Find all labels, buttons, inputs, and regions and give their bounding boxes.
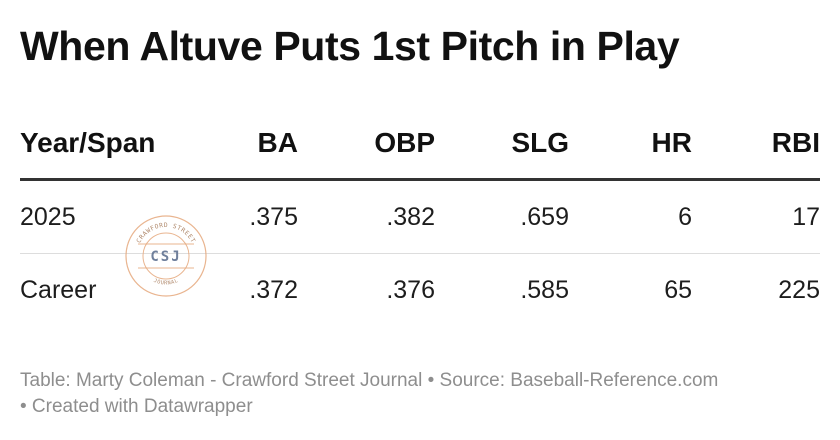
cell-hr: 65 xyxy=(664,275,692,304)
stats-table: Year/Span BA OBP SLG HR RBI 2025 .375 .3… xyxy=(20,108,820,326)
cell-year-span: 2025 xyxy=(20,179,192,254)
table-row: 2025 .375 .382 .659 6 17 xyxy=(20,179,820,254)
cell-slg: .659 xyxy=(435,179,569,254)
table-title: When Altuve Puts 1st Pitch in Play xyxy=(20,23,680,69)
column-header-obp: OBP xyxy=(298,108,435,181)
table-row: Career .372 .376 .585 65 225 xyxy=(20,254,820,327)
svg-text:JOURNAL: JOURNAL xyxy=(153,278,180,287)
cell-slg: .585 xyxy=(520,275,569,304)
cell-obp: .376 xyxy=(386,275,435,304)
table-footer-credit: Table: Marty Coleman - Crawford Street J… xyxy=(20,370,719,417)
column-header-rbi: RBI xyxy=(692,108,820,181)
cell-ba: .372 xyxy=(249,275,298,304)
watermark-logo-text: CSJ xyxy=(150,249,181,265)
column-header-slg: SLG xyxy=(435,108,569,181)
table-header-row: Year/Span BA OBP SLG HR RBI xyxy=(20,108,820,181)
cell-ba: .375 xyxy=(192,179,298,254)
column-header-ba: BA xyxy=(192,108,298,181)
column-header-hr: HR xyxy=(569,108,692,181)
cell-year-span: Career xyxy=(20,275,97,304)
cell-rbi: 17 xyxy=(692,179,820,254)
column-header-year-span: Year/Span xyxy=(20,108,192,181)
cell-rbi: 225 xyxy=(778,275,820,304)
csj-watermark-logo: CRAWFORD STREET JOURNAL CSJ xyxy=(125,215,207,297)
cell-obp: .382 xyxy=(298,179,435,254)
cell-hr: 6 xyxy=(569,179,692,254)
watermark-ring-bottom-text: JOURNAL xyxy=(153,278,179,287)
